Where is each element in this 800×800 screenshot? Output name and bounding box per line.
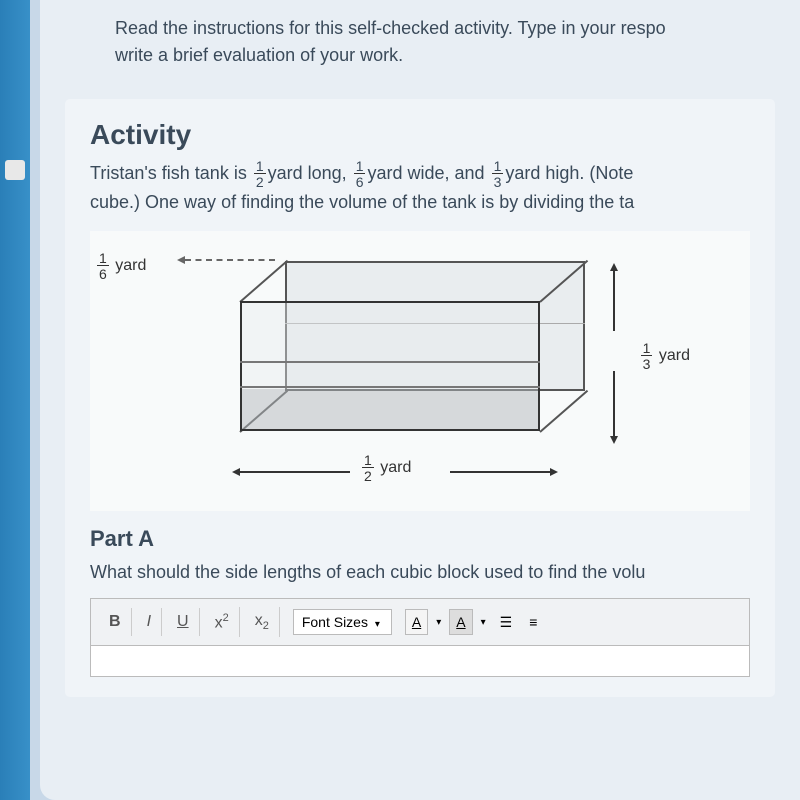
tank-diagram: 16 yard 13 yard 12 ya [90,231,750,511]
length-arrow-left [240,471,350,473]
activity-description: Tristan's fish tank is 12yard long, 16ya… [90,159,750,216]
instructions-text: Read the instructions for this self-chec… [65,15,775,69]
part-a-title: Part A [90,526,750,552]
height-arrow-top [613,271,615,331]
chevron-down-icon: ▾ [372,619,383,630]
width-label: 16 yard [95,251,146,281]
fraction-third: 13 [492,159,504,189]
instructions-line2: write a brief evaluation of your work. [115,45,403,65]
activity-title: Activity [90,119,750,151]
underline-button[interactable]: U [167,608,200,636]
part-a-question: What should the side lengths of each cub… [90,562,750,583]
chevron-down-icon[interactable]: ▾ [478,617,489,628]
italic-button[interactable]: I [137,608,162,636]
chevron-down-icon[interactable]: ▾ [433,617,444,628]
fraction-sixth: 16 [354,159,366,189]
subscript-button[interactable]: x2 [245,607,280,637]
superscript-button[interactable]: x2 [205,607,240,637]
height-arrow-bottom [613,371,615,436]
bg-color-button[interactable]: A [449,609,472,635]
activity-box: Activity Tristan's fish tank is 12yard l… [65,99,775,697]
left-sidebar [0,0,30,800]
editor-toolbar: B I U x2 x2 Font Sizes ▾ A ▾ A ▾ ☰ ≡ [90,598,750,646]
fish-tank-shape [240,261,610,436]
text-color-button[interactable]: A [405,609,428,635]
answer-input[interactable] [90,646,750,677]
numbered-list-icon[interactable]: ≡ [523,614,543,630]
bullet-list-icon[interactable]: ☰ [494,614,519,631]
lock-icon [5,160,25,180]
font-size-select[interactable]: Font Sizes ▾ [293,609,392,635]
length-label: 12 yard [360,453,411,483]
bold-button[interactable]: B [99,608,132,636]
fraction-half: 12 [254,159,266,189]
height-label: 13 yard [639,341,690,371]
main-content: Read the instructions for this self-chec… [40,0,800,800]
instructions-line1: Read the instructions for this self-chec… [115,18,666,38]
length-arrow-right [450,471,550,473]
